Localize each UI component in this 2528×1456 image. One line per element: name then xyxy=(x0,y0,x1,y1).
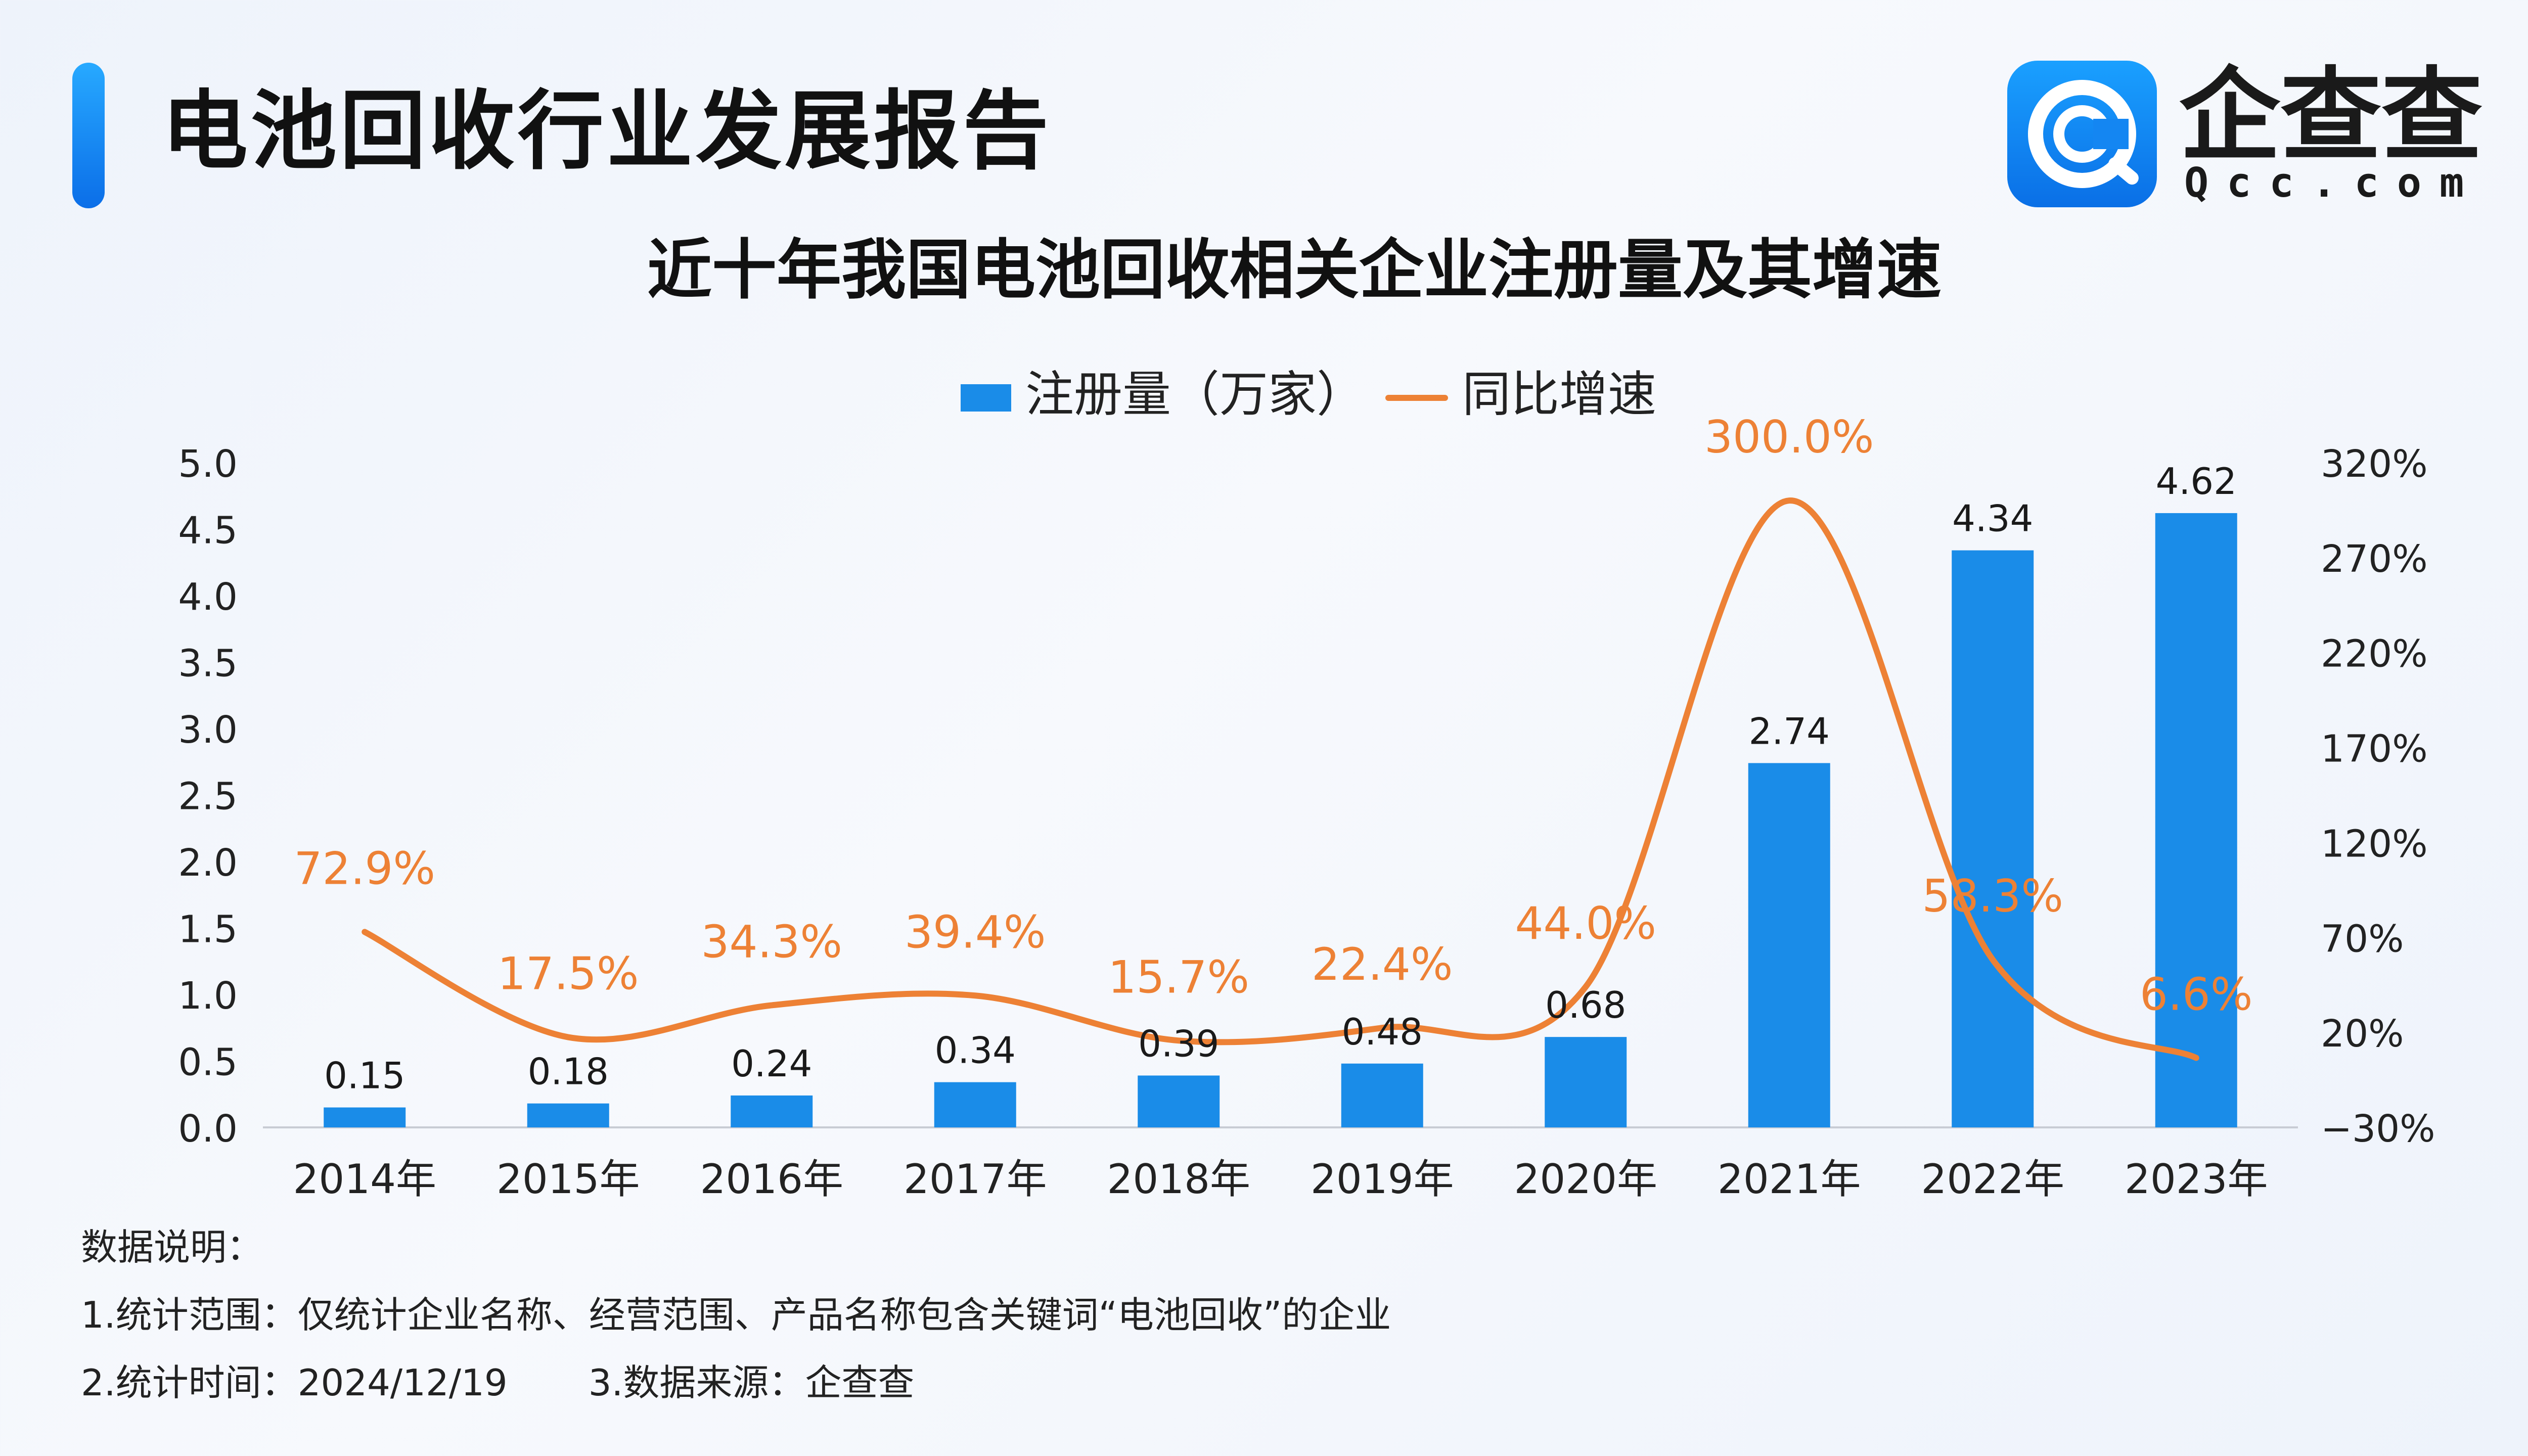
y-left-tick-label: 4.5 xyxy=(178,509,238,553)
y-left-tick-label: 1.0 xyxy=(178,974,238,1018)
y-left-tick-label: 0.0 xyxy=(178,1107,238,1151)
y-left-tick-label: 3.0 xyxy=(178,708,238,752)
y-left-tick-label: 3.5 xyxy=(178,642,238,686)
legend-label-bar: 注册量（万家） xyxy=(1025,366,1365,423)
x-tick-label: 2015年 xyxy=(496,1156,640,1203)
x-tick-label: 2023年 xyxy=(2125,1156,2268,1203)
bar xyxy=(1952,550,2034,1127)
bar-value-label: 0.48 xyxy=(1342,1011,1423,1053)
legend-bar-swatch xyxy=(961,384,1011,412)
qcc-logo: 企查查 Qcc.com xyxy=(2007,57,2493,212)
growth-value-label: 34.3% xyxy=(701,916,842,968)
y-left-tick-label: 2.5 xyxy=(178,775,238,818)
bar-value-label: 0.34 xyxy=(935,1029,1016,1072)
y-left-tick-label: 0.5 xyxy=(178,1041,238,1084)
title-accent-bar xyxy=(72,63,105,208)
x-tick-label: 2018年 xyxy=(1107,1156,1250,1203)
bar-value-label: 2.74 xyxy=(1749,710,1830,752)
growth-value-label: 44.0% xyxy=(1515,897,1656,949)
notes-meta: 2.统计时间：2024/12/19 3.数据来源：企查查 xyxy=(81,1349,1391,1417)
legend-line-swatch xyxy=(1385,394,1448,401)
growth-value-label: 17.5% xyxy=(498,948,639,1000)
growth-value-label: 300.0% xyxy=(1704,411,1874,463)
bar-value-label: 0.39 xyxy=(1138,1022,1219,1065)
chart-title: 近十年我国电池回收相关企业注册量及其增速 xyxy=(647,233,1942,308)
bar xyxy=(1341,1063,1423,1127)
legend-item-bar: 注册量（万家） xyxy=(961,361,1365,427)
x-tick-label: 2022年 xyxy=(1921,1156,2064,1203)
qcc-logo-text: 企查查 xyxy=(2179,57,2483,175)
y-left-tick-label: 2.0 xyxy=(178,841,238,885)
bar-value-label: 0.24 xyxy=(731,1042,812,1085)
bar xyxy=(1748,763,1830,1127)
bar-value-label: 0.15 xyxy=(324,1055,405,1097)
y-right-tick-label: 20% xyxy=(2321,1012,2404,1056)
x-tick-label: 2020年 xyxy=(1514,1156,1657,1203)
report-title: 电池回收行业发展报告 xyxy=(162,81,1052,181)
growth-value-label: 72.9% xyxy=(294,842,435,894)
qcc-logo-subtext: Qcc.com xyxy=(2184,159,2482,206)
bar xyxy=(527,1103,609,1127)
bar-value-label: 4.62 xyxy=(2156,460,2237,503)
y-right-tick-label: 170% xyxy=(2321,727,2428,771)
y-right-tick-label: −30% xyxy=(2321,1107,2435,1151)
qcc-logo-icon xyxy=(2007,61,2157,207)
y-right-tick-label: 320% xyxy=(2321,442,2428,486)
bar xyxy=(2155,513,2237,1128)
notes-date: 2.统计时间：2024/12/19 xyxy=(81,1361,508,1404)
notes-heading: 数据说明： xyxy=(81,1226,263,1268)
bar xyxy=(731,1095,813,1127)
notes-scope: 1.统计范围：仅统计企业名称、经营范围、产品名称包含关键词“电池回收”的企业 xyxy=(81,1294,1391,1336)
data-notes: 数据说明： 1.统计范围：仅统计企业名称、经营范围、产品名称包含关键词“电池回收… xyxy=(81,1213,1391,1417)
bar xyxy=(1545,1037,1627,1127)
notes-source: 3.数据来源：企查查 xyxy=(588,1361,915,1404)
x-tick-label: 2016年 xyxy=(700,1156,843,1203)
y-right-tick-label: 270% xyxy=(2321,537,2428,581)
bar-value-label: 0.68 xyxy=(1545,984,1626,1026)
y-left-tick-label: 5.0 xyxy=(178,442,238,486)
growth-value-label: 39.4% xyxy=(905,906,1046,958)
x-tick-label: 2014年 xyxy=(293,1156,436,1203)
legend-item-line: 同比增速 xyxy=(1385,361,1656,427)
x-tick-label: 2019年 xyxy=(1311,1156,1454,1203)
y-left-tick-label: 1.5 xyxy=(178,908,238,951)
legend-label-line: 同比增速 xyxy=(1462,366,1656,423)
growth-value-label: 6.6% xyxy=(2140,968,2253,1020)
y-left-tick-label: 4.0 xyxy=(178,575,238,619)
bar xyxy=(934,1082,1016,1127)
x-tick-label: 2017年 xyxy=(904,1156,1047,1203)
bar-value-label: 4.34 xyxy=(1952,497,2033,540)
growth-value-label: 58.3% xyxy=(1922,870,2063,922)
growth-line xyxy=(362,497,2199,1061)
bar-value-label: 0.18 xyxy=(528,1051,609,1093)
bar xyxy=(324,1107,406,1127)
growth-value-label: 15.7% xyxy=(1108,951,1249,1003)
y-right-tick-label: 70% xyxy=(2321,917,2404,961)
y-right-tick-label: 120% xyxy=(2321,822,2428,866)
growth-value-label: 22.4% xyxy=(1312,938,1453,990)
y-right-tick-label: 220% xyxy=(2321,632,2428,676)
bar xyxy=(1138,1075,1220,1127)
x-tick-label: 2021年 xyxy=(1718,1156,1861,1203)
